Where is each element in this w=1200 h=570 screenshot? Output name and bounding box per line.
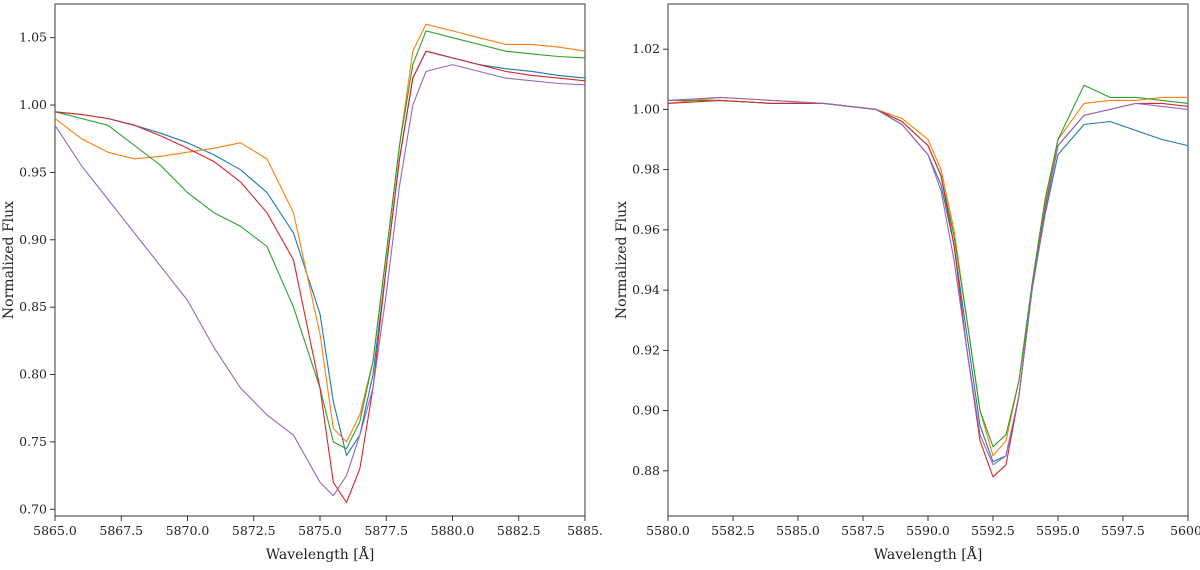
y-tick-label: 0.80	[19, 367, 47, 382]
y-tick-label: 1.05	[19, 30, 47, 45]
panel-helium-line: 5865.0 5867.5 5870.0 5872.5 5875.0 5877.5 5880…	[1, 3, 603, 563]
series-line-3	[54, 30, 586, 450]
plot-frame	[54, 3, 586, 517]
x-tick-label: 5865.0	[33, 523, 77, 538]
y-axis-label: Normalized Flux	[614, 201, 630, 319]
x-tick-label: 5867.5	[99, 523, 143, 538]
x-tick-label: 5872.5	[232, 523, 276, 538]
x-tick-label: 5877.5	[364, 523, 408, 538]
axis-ticks: 5865.0 5867.5 5870.0 5872.5 5875.0 5877.5 5880…	[19, 30, 603, 538]
y-tick-label: 0.70	[19, 501, 47, 516]
y-tick-label: 1.00	[19, 97, 47, 112]
y-tick-label: 0.90	[632, 403, 660, 418]
y-tick-label: 0.96	[632, 222, 660, 237]
x-tick-label: 5585.0	[776, 523, 820, 538]
y-axis-label: Normalized Flux	[1, 201, 17, 319]
x-axis-label: Wavelength [Å]	[874, 545, 983, 563]
x-tick-label: 5875.0	[298, 523, 342, 538]
y-tick-label: 0.94	[632, 282, 660, 297]
y-tick-label: 1.02	[632, 41, 660, 56]
y-tick-label: 0.95	[19, 164, 47, 179]
y-tick-label: 0.90	[19, 232, 47, 247]
series-line-1	[54, 50, 586, 456]
y-tick-label: 1.00	[632, 101, 660, 116]
series-line-2	[667, 96, 1188, 457]
plot-frame	[667, 3, 1189, 517]
x-tick-label: 5587.5	[841, 523, 885, 538]
x-tick-label: 5582.5	[711, 523, 755, 538]
series-line-2	[54, 23, 586, 443]
y-tick-label: 0.88	[632, 463, 660, 478]
x-tick-label: 5882.5	[497, 523, 541, 538]
x-tick-label: 5885.	[567, 523, 603, 538]
series-line-5	[54, 64, 586, 497]
x-tick-label: 5600.	[1170, 523, 1200, 538]
panel-second-line: 5580.0 5582.5 5585.0 5587.5 5590.0 5592.5 5595…	[614, 3, 1200, 563]
y-tick-label: 0.85	[19, 299, 47, 314]
line-series-group	[54, 23, 586, 504]
series-line-5	[667, 96, 1189, 466]
axis-ticks: 5580.0 5582.5 5585.0 5587.5 5590.0 5592.5 5595…	[632, 41, 1200, 538]
x-tick-label: 5870.0	[166, 523, 210, 538]
x-tick-label: 5595.0	[1036, 523, 1080, 538]
series-line-4	[667, 99, 1189, 478]
line-series-group	[667, 84, 1189, 478]
x-tick-label: 5580.0	[646, 523, 690, 538]
x-tick-label: 5597.5	[1101, 523, 1145, 538]
x-axis-label: Wavelength [Å]	[266, 545, 375, 563]
y-tick-label: 0.92	[632, 342, 660, 357]
y-tick-label: 0.75	[19, 434, 47, 449]
x-tick-label: 5592.5	[971, 523, 1015, 538]
y-tick-label: 0.98	[632, 162, 660, 177]
series-line-4	[54, 50, 586, 504]
x-tick-label: 5590.0	[906, 523, 950, 538]
x-tick-label: 5880.0	[431, 523, 475, 538]
